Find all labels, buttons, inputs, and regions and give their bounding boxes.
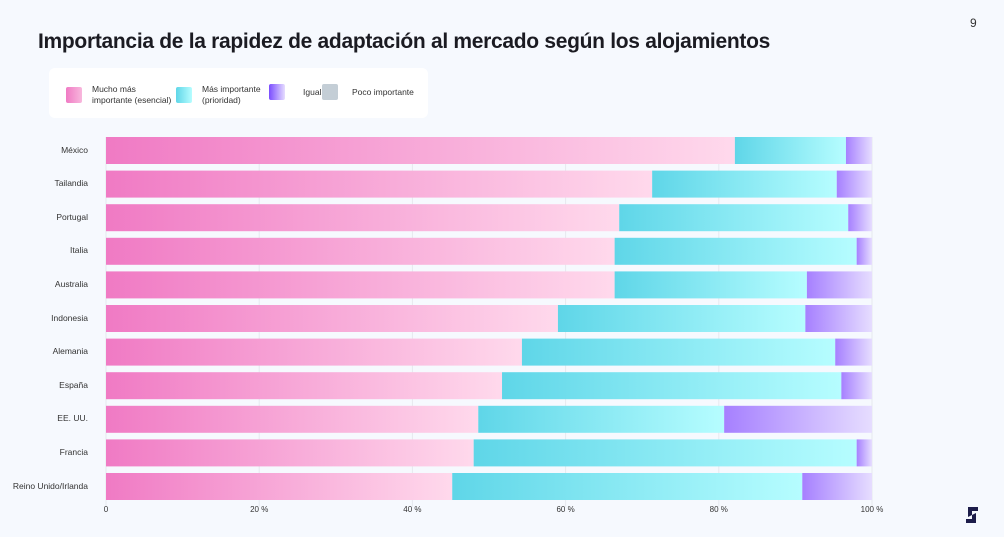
bar-segment-esencial bbox=[106, 338, 522, 366]
bar-segment-prioridad bbox=[557, 305, 806, 332]
bar-segment-esencial bbox=[106, 305, 558, 332]
bar-segment-igual bbox=[841, 372, 872, 400]
legend-label-prioridad-line2: (prioridad) bbox=[202, 94, 241, 105]
legend-item-poco: Poco importante bbox=[322, 84, 414, 100]
legend-item-esencial: Mucho más importante (esencial) bbox=[66, 84, 171, 105]
bar-segment-igual bbox=[802, 473, 872, 500]
y-tick-label: España bbox=[59, 379, 88, 390]
y-tick-label: México bbox=[61, 144, 88, 155]
bar-segment-esencial bbox=[106, 271, 615, 299]
bar-segment-prioridad bbox=[502, 372, 842, 400]
bar-segment-esencial bbox=[106, 439, 474, 467]
x-tick-label: 60 % bbox=[556, 505, 575, 514]
y-tick-label: Reino Unido/Irlanda bbox=[12, 480, 88, 491]
bar-row bbox=[106, 137, 872, 164]
legend-item-prioridad: Más importante (prioridad) bbox=[176, 84, 261, 105]
legend-swatch-poco bbox=[322, 84, 338, 100]
bar-row bbox=[106, 170, 872, 198]
y-tick-label: Tailandia bbox=[54, 178, 88, 189]
bar-row bbox=[106, 405, 872, 433]
bar-segment-prioridad bbox=[452, 473, 803, 500]
x-tick-label: 40 % bbox=[403, 505, 422, 514]
y-tick-label: EE. UU. bbox=[57, 413, 88, 424]
bar-segment-esencial bbox=[106, 204, 620, 232]
x-tick-label: 80 % bbox=[709, 505, 728, 514]
legend-swatch-esencial bbox=[66, 86, 82, 103]
bar-segment-esencial bbox=[106, 137, 735, 164]
bar-segment-igual bbox=[805, 305, 872, 332]
bar-segment-prioridad bbox=[619, 204, 849, 232]
page-number: 9 bbox=[970, 16, 977, 30]
bar-segment-esencial bbox=[106, 405, 479, 433]
bar-segment-esencial bbox=[106, 237, 615, 265]
x-tick-label: 0 bbox=[103, 505, 109, 514]
legend-label-prioridad-line1: Más importante bbox=[202, 84, 261, 94]
bar-segment-prioridad bbox=[473, 439, 857, 467]
legend-swatch-igual bbox=[269, 84, 285, 100]
y-tick-label: Portugal bbox=[56, 211, 88, 222]
bar-segment-igual bbox=[856, 439, 872, 467]
legend-label-poco: Poco importante bbox=[352, 86, 414, 97]
chart-title: Importancia de la rapidez de adaptación … bbox=[38, 30, 770, 53]
bar-segment-igual bbox=[806, 271, 872, 299]
y-tick-label: Australia bbox=[54, 278, 88, 289]
bar-segment-igual bbox=[845, 137, 872, 164]
bar-segment-esencial bbox=[106, 170, 653, 198]
y-tick-label: Alemania bbox=[52, 346, 88, 357]
bar-segment-prioridad bbox=[614, 237, 857, 265]
x-tick-label: 100 % bbox=[860, 505, 884, 514]
bar-segment-prioridad bbox=[614, 271, 807, 299]
bar-segment-esencial bbox=[106, 473, 453, 500]
y-tick-label: Indonesia bbox=[51, 312, 88, 323]
legend-swatch-prioridad bbox=[176, 86, 192, 103]
legend: Mucho más importante (esencial) Más impor… bbox=[49, 68, 428, 118]
bar-segment-prioridad bbox=[734, 137, 846, 164]
bar-row bbox=[106, 338, 872, 366]
bar-segment-igual bbox=[856, 237, 872, 265]
x-tick-label: 20 % bbox=[250, 505, 269, 514]
bar-row bbox=[106, 237, 872, 265]
legend-label-esencial-line1: Mucho más bbox=[92, 84, 136, 94]
bar-segment-prioridad bbox=[652, 170, 837, 198]
bar-row bbox=[106, 439, 872, 467]
brand-logo-icon bbox=[965, 506, 979, 529]
bar-segment-igual bbox=[836, 170, 872, 198]
y-tick-label: Italia bbox=[70, 245, 88, 256]
bar-segment-igual bbox=[848, 204, 872, 232]
bar-row bbox=[106, 204, 872, 232]
bar-row bbox=[106, 372, 872, 400]
bar-segment-prioridad bbox=[521, 338, 836, 366]
legend-label-esencial-line2: importante (esencial) bbox=[92, 94, 172, 105]
legend-item-igual: Igual bbox=[269, 84, 321, 100]
bar-segment-prioridad bbox=[478, 405, 725, 433]
legend-label-igual: Igual bbox=[303, 86, 322, 97]
bar-row bbox=[106, 305, 872, 332]
bar-segment-igual bbox=[724, 405, 872, 433]
bar-row bbox=[106, 271, 872, 299]
y-tick-label: Francia bbox=[59, 446, 88, 457]
bar-row bbox=[106, 473, 872, 500]
bar-segment-esencial bbox=[106, 372, 503, 400]
bar-segment-igual bbox=[835, 338, 872, 366]
